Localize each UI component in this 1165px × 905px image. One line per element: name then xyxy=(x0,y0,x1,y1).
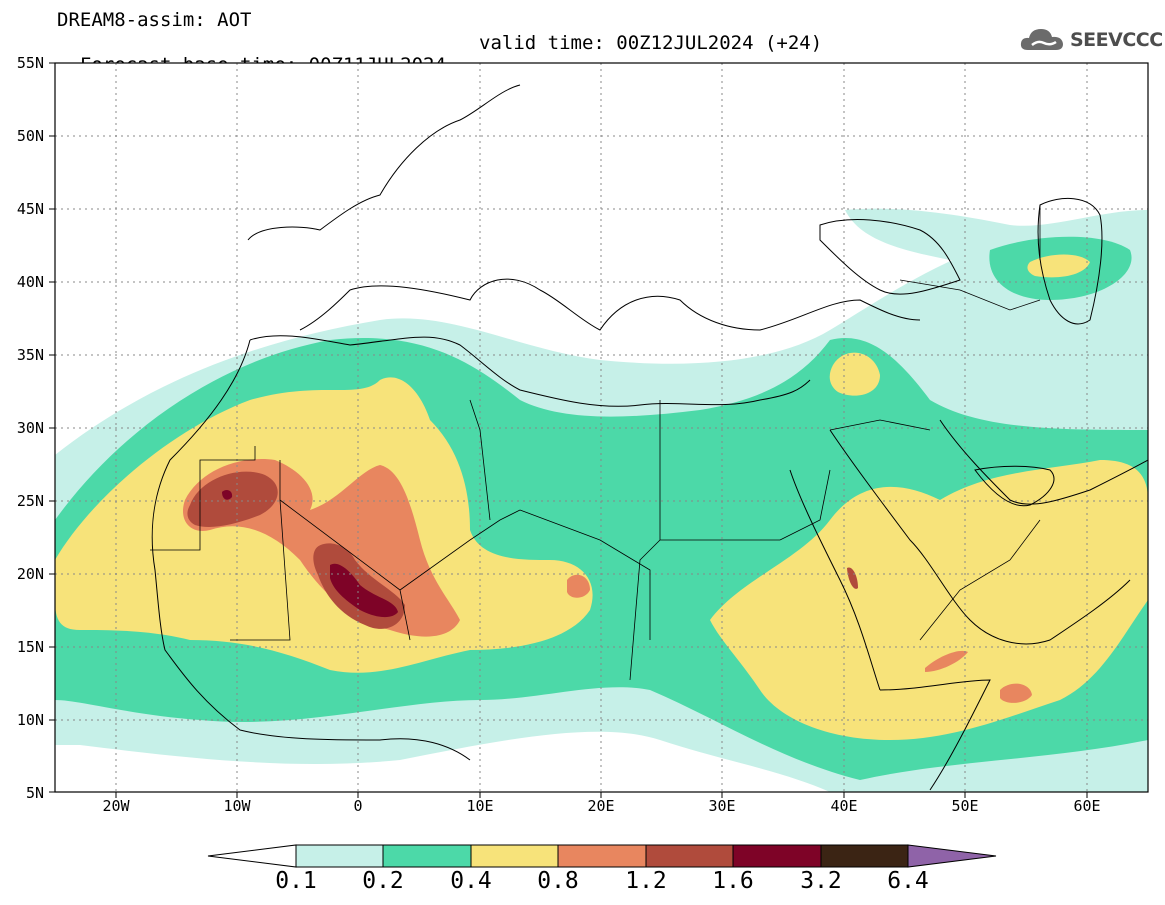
coast-gulf xyxy=(939,419,1148,505)
lat-label: 40N xyxy=(16,273,44,291)
aot-field xyxy=(55,63,1148,792)
colorbar xyxy=(207,844,997,868)
aot-band-0.8-somalia xyxy=(1000,683,1032,703)
lat-label: 5N xyxy=(25,784,44,802)
colorbar-label: 0.1 xyxy=(275,868,317,894)
coast-persian-gulf xyxy=(974,465,1055,507)
colorbar-box-6 xyxy=(732,844,822,868)
colorbar-label: 3.2 xyxy=(800,868,842,894)
colorbar-box-5 xyxy=(645,844,734,868)
lon-label: 10W xyxy=(223,797,251,815)
aot-band-0.8-chad xyxy=(567,574,590,598)
lon-label: 0 xyxy=(353,797,363,815)
seevccc-logo: SEEVCCC xyxy=(1018,24,1163,56)
chart-title: DREAM8-assim: AOT xyxy=(57,9,252,31)
colorbar-label: 0.8 xyxy=(537,868,579,894)
map-grid xyxy=(55,63,1148,792)
lon-label: 50E xyxy=(951,797,979,815)
country-borders xyxy=(150,205,1041,681)
lat-label: 45N xyxy=(16,200,44,218)
colorbar-min-arrow xyxy=(207,844,297,868)
coast-black-sea xyxy=(819,219,961,295)
coast-north-africa xyxy=(249,335,811,407)
colorbar-label: 6.4 xyxy=(887,868,929,894)
colorbar-box-1 xyxy=(295,844,384,868)
valid-time-label: valid time: 00Z12JUL2024 (+24) xyxy=(479,32,823,54)
lon-label: 30E xyxy=(708,797,736,815)
lat-label: 50N xyxy=(16,127,44,145)
colorbar-label: 1.6 xyxy=(712,868,754,894)
lat-label: 15N xyxy=(16,638,44,656)
lat-label: 35N xyxy=(16,346,44,364)
aot-band-0.8-yemen xyxy=(925,650,968,672)
colorbar-box-2 xyxy=(382,844,472,868)
aot-band-0.4-caspian xyxy=(1027,254,1090,278)
colorbar-label: 0.4 xyxy=(450,868,492,894)
colorbar-box-3 xyxy=(470,844,559,868)
colorbar-label: 1.2 xyxy=(625,868,667,894)
aot-band-1.2-eritrea xyxy=(847,567,858,589)
lat-label: 20N xyxy=(16,565,44,583)
colorbar-box-7 xyxy=(820,844,909,868)
coast-horn-africa xyxy=(879,679,991,791)
colorbar-label: 0.2 xyxy=(362,868,404,894)
aot-band-0.4-levant xyxy=(829,352,880,396)
cloud-icon xyxy=(1020,29,1063,50)
lat-label: 30N xyxy=(16,419,44,437)
aot-band-1.6-mauritania xyxy=(222,489,233,500)
lat-label: 55N xyxy=(16,54,44,72)
lon-label: 20E xyxy=(587,797,615,815)
lat-label: 10N xyxy=(16,711,44,729)
lon-label: 40E xyxy=(830,797,858,815)
colorbar-box-4 xyxy=(557,844,647,868)
lon-label: 20W xyxy=(102,797,130,815)
coast-red-sea xyxy=(789,429,1131,691)
colorbar-max-arrow xyxy=(907,844,997,868)
lat-label: 25N xyxy=(16,492,44,510)
lon-label: 60E xyxy=(1073,797,1101,815)
axis-ticks xyxy=(49,62,1088,798)
logo-text: SEEVCCC xyxy=(1070,29,1163,51)
aot-band-0.4-arabia xyxy=(710,460,1148,740)
coastlines xyxy=(151,84,1148,791)
aot-band-1.2 xyxy=(187,471,278,527)
lon-label: 10E xyxy=(466,797,494,815)
coast-caspian xyxy=(1037,197,1103,325)
coast-europe xyxy=(247,84,921,331)
aot-band-1.6 xyxy=(330,563,398,618)
coast-west-africa xyxy=(151,339,471,761)
